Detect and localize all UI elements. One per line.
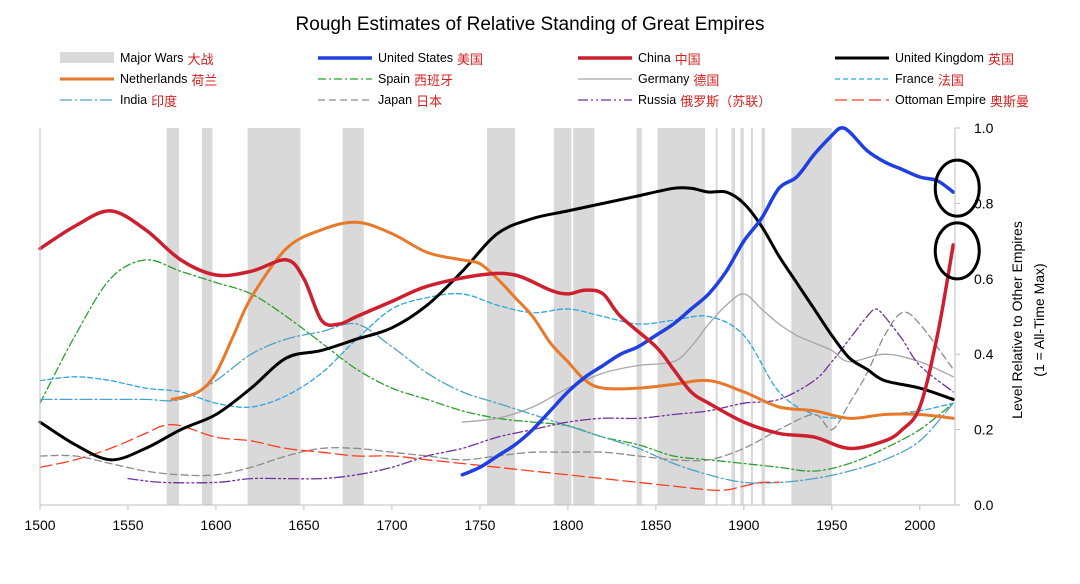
legend-label: Ottoman Empire xyxy=(895,93,986,107)
war-band xyxy=(247,128,301,505)
war-band xyxy=(636,128,642,505)
legend-label: Germany xyxy=(638,72,690,86)
y-axis-label: Level Relative to Other Empires xyxy=(1009,221,1025,419)
legend-entry: India 印度 xyxy=(60,93,177,109)
legend-label-chinese: 西班牙 xyxy=(414,73,453,88)
legend-swatch-major-wars xyxy=(60,52,114,63)
axes: 1500 1550 1600 1650 1700 1750 1800 1850 1900 1950… xyxy=(24,120,993,533)
series-line-russia xyxy=(127,308,954,484)
us-endpoint-circle xyxy=(933,158,981,218)
legend: Major Wars 大战 United States 美国 China 中国 United… xyxy=(60,51,1029,109)
war-band xyxy=(201,128,213,505)
war-band xyxy=(791,128,832,505)
major-wars-bands xyxy=(166,128,832,505)
y-tick-label: 0.6 xyxy=(974,271,994,287)
legend-label-chinese: 荷兰 xyxy=(191,73,217,88)
legend-entry: China 中国 xyxy=(578,51,701,67)
legend-label: China xyxy=(638,51,671,65)
legend-label-chinese: 法国 xyxy=(938,73,964,88)
legend-label: United Kingdom xyxy=(895,51,984,65)
war-band xyxy=(731,128,736,505)
war-band xyxy=(166,128,180,505)
legend-label: United States xyxy=(378,51,453,65)
series-line-germany xyxy=(461,293,954,423)
chart-title: Rough Estimates of Relative Standing of … xyxy=(296,14,765,35)
series-line-united-kingdom xyxy=(38,186,955,462)
annotations xyxy=(933,158,981,281)
x-tick-label: 1550 xyxy=(112,517,143,533)
legend-entry: Japan 日本 xyxy=(318,93,442,109)
legend-label-chinese: 俄罗斯（苏联） xyxy=(680,94,771,109)
x-tick-label: 1800 xyxy=(552,517,583,533)
y-tick-label: 1.0 xyxy=(974,120,994,136)
legend-label-chinese: 英国 xyxy=(988,52,1014,67)
x-tick-label: 1500 xyxy=(24,517,55,533)
legend-entry: Germany 德国 xyxy=(578,72,719,88)
legend-label-chinese: 大战 xyxy=(187,52,213,67)
war-band xyxy=(740,128,744,505)
y-axis-label-note: (1 = All-Time Max) xyxy=(1031,263,1047,376)
legend-label-chinese: 奥斯曼 xyxy=(990,94,1029,109)
legend-label: Japan xyxy=(378,93,412,107)
legend-label: India xyxy=(120,93,147,107)
legend-entry: United Kingdom 英国 xyxy=(835,51,1014,67)
legend-label-chinese: 中国 xyxy=(675,52,701,67)
legend-entry: France 法国 xyxy=(835,72,964,88)
legend-label: Major Wars xyxy=(120,51,183,65)
war-band xyxy=(750,128,753,505)
legend-label: Spain xyxy=(378,72,410,86)
y-tick-label: 0.2 xyxy=(974,422,994,438)
series-line-japan xyxy=(39,311,954,477)
x-tick-label: 1600 xyxy=(200,517,231,533)
war-band xyxy=(573,128,595,505)
war-band xyxy=(553,128,572,505)
legend-entry: Ottoman Empire 奥斯曼 xyxy=(835,93,1029,109)
legend-label-chinese: 美国 xyxy=(457,52,483,67)
series-lines xyxy=(38,126,955,491)
legend-entry: Russia 俄罗斯（苏联） xyxy=(578,93,771,109)
legend-label: Netherlands xyxy=(120,72,187,86)
legend-entry: Spain 西班牙 xyxy=(318,72,453,88)
legend-label: France xyxy=(895,72,934,86)
legend-label: Russia xyxy=(638,93,676,107)
y-tick-label: 0.4 xyxy=(974,346,994,362)
series-line-china xyxy=(38,209,955,451)
legend-label-chinese: 印度 xyxy=(151,94,177,109)
legend-entry: Major Wars 大战 xyxy=(60,51,213,67)
series-line-ottoman-empire xyxy=(39,423,780,491)
x-tick-label: 1700 xyxy=(376,517,407,533)
x-tick-label: 1750 xyxy=(464,517,495,533)
series-line-united-states xyxy=(460,126,955,477)
series-line-spain xyxy=(39,259,954,472)
war-band xyxy=(486,128,516,505)
x-tick-label: 1650 xyxy=(288,517,319,533)
x-tick-label: 1900 xyxy=(728,517,759,533)
x-tick-label: 1950 xyxy=(816,517,847,533)
war-band xyxy=(761,128,765,505)
legend-label-chinese: 日本 xyxy=(416,94,442,109)
china-endpoint-circle xyxy=(933,221,981,281)
y-tick-label: 0.0 xyxy=(974,497,994,513)
legend-entry: United States 美国 xyxy=(318,51,483,67)
x-tick-label: 1850 xyxy=(640,517,671,533)
war-band xyxy=(715,128,718,505)
legend-entry: Netherlands 荷兰 xyxy=(60,72,217,88)
legend-label-chinese: 德国 xyxy=(693,73,719,88)
x-tick-label: 2000 xyxy=(904,517,935,533)
